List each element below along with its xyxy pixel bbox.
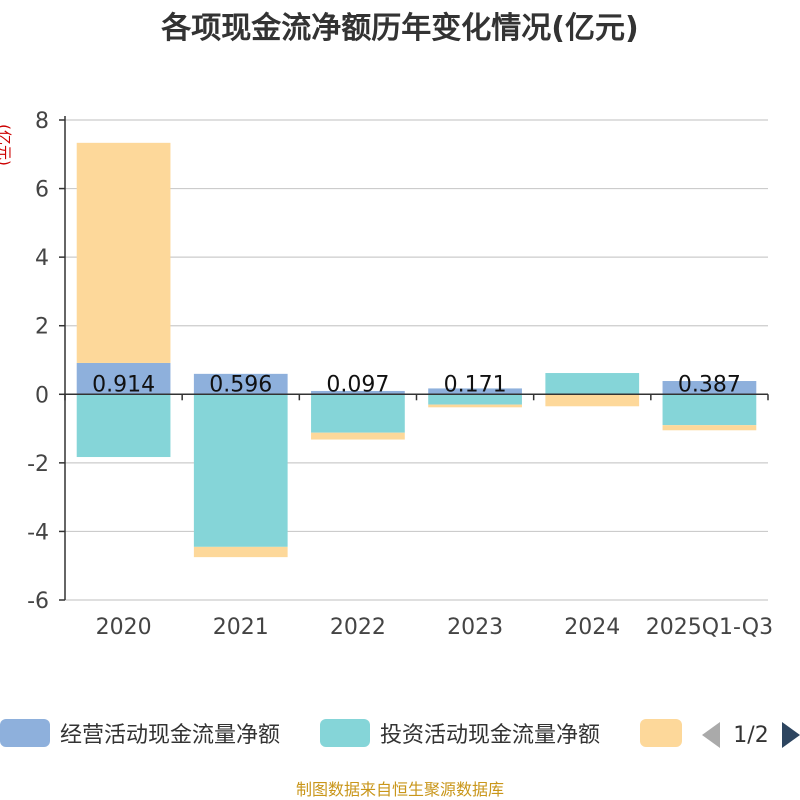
y-tick-label: 4 bbox=[35, 246, 49, 271]
y-tick-label: -4 bbox=[27, 520, 49, 545]
source-note: 制图数据来自恒生聚源数据库 bbox=[296, 780, 504, 799]
bar-segment bbox=[76, 394, 171, 458]
bar-segment bbox=[428, 388, 522, 395]
bars bbox=[76, 142, 757, 558]
data-label: 0.914 bbox=[92, 372, 155, 397]
y-tick-label: -2 bbox=[27, 452, 49, 477]
bar-segment bbox=[428, 394, 522, 405]
bar-segment bbox=[311, 390, 405, 395]
legend-prev-page-icon[interactable] bbox=[702, 722, 720, 748]
data-label: 0.171 bbox=[444, 372, 507, 397]
bar-segment bbox=[76, 362, 171, 395]
y-tick-label: 2 bbox=[35, 315, 49, 340]
x-tick-label: 2023 bbox=[447, 615, 503, 640]
data-label: 0.097 bbox=[326, 372, 389, 397]
x-tick-label: 2022 bbox=[330, 615, 386, 640]
bar-segment bbox=[545, 373, 640, 395]
legend-page-indicator: 1/2 bbox=[733, 723, 768, 748]
bar-segment bbox=[311, 432, 405, 440]
bar-segment bbox=[662, 394, 757, 426]
data-label: 0.387 bbox=[678, 372, 741, 397]
grid-lines bbox=[65, 119, 768, 601]
axes bbox=[59, 116, 769, 601]
y-tick-label: 6 bbox=[35, 178, 49, 203]
chart-title: 各项现金流净额历年变化情况(亿元) bbox=[160, 11, 638, 46]
y-tick-label: 8 bbox=[35, 109, 49, 134]
legend: 经营活动现金流量净额 投资活动现金流量净额 1/2 bbox=[0, 719, 800, 748]
y-axis-unit-label: (亿元) bbox=[0, 124, 13, 166]
bar-segment bbox=[428, 404, 522, 408]
x-tick-labels: 2020 2021 2022 2023 2024 2025Q1-Q3 bbox=[96, 615, 774, 640]
y-tick-labels: 8 6 4 2 0 -2 -4 -6 bbox=[27, 109, 49, 614]
legend-label-operating[interactable]: 经营活动现金流量净额 bbox=[60, 723, 280, 748]
data-label: 0.596 bbox=[209, 372, 272, 397]
x-tick-label: 2021 bbox=[213, 615, 269, 640]
bar-segment bbox=[311, 394, 405, 433]
x-tick-label: 2020 bbox=[96, 615, 152, 640]
x-tick-label: 2024 bbox=[564, 615, 620, 640]
bar-segment bbox=[193, 373, 288, 395]
legend-swatch-operating[interactable] bbox=[0, 719, 50, 747]
bar-segment bbox=[76, 142, 171, 363]
legend-label-investing[interactable]: 投资活动现金流量净额 bbox=[380, 723, 600, 748]
legend-swatch-financing[interactable] bbox=[640, 719, 682, 747]
bar-segment bbox=[545, 394, 640, 407]
legend-swatch-investing[interactable] bbox=[320, 719, 370, 747]
data-labels: 0.914 0.596 0.097 0.171 0.387 bbox=[92, 372, 741, 397]
bar-segment bbox=[193, 394, 288, 547]
x-tick-label: 2025Q1-Q3 bbox=[646, 615, 773, 640]
bar-segment bbox=[193, 546, 288, 558]
y-tick-label: 0 bbox=[35, 383, 49, 408]
legend-next-page-icon[interactable] bbox=[782, 722, 800, 748]
bar-segment bbox=[662, 381, 757, 395]
bar-segment bbox=[662, 425, 757, 431]
y-tick-label: -6 bbox=[27, 589, 49, 614]
